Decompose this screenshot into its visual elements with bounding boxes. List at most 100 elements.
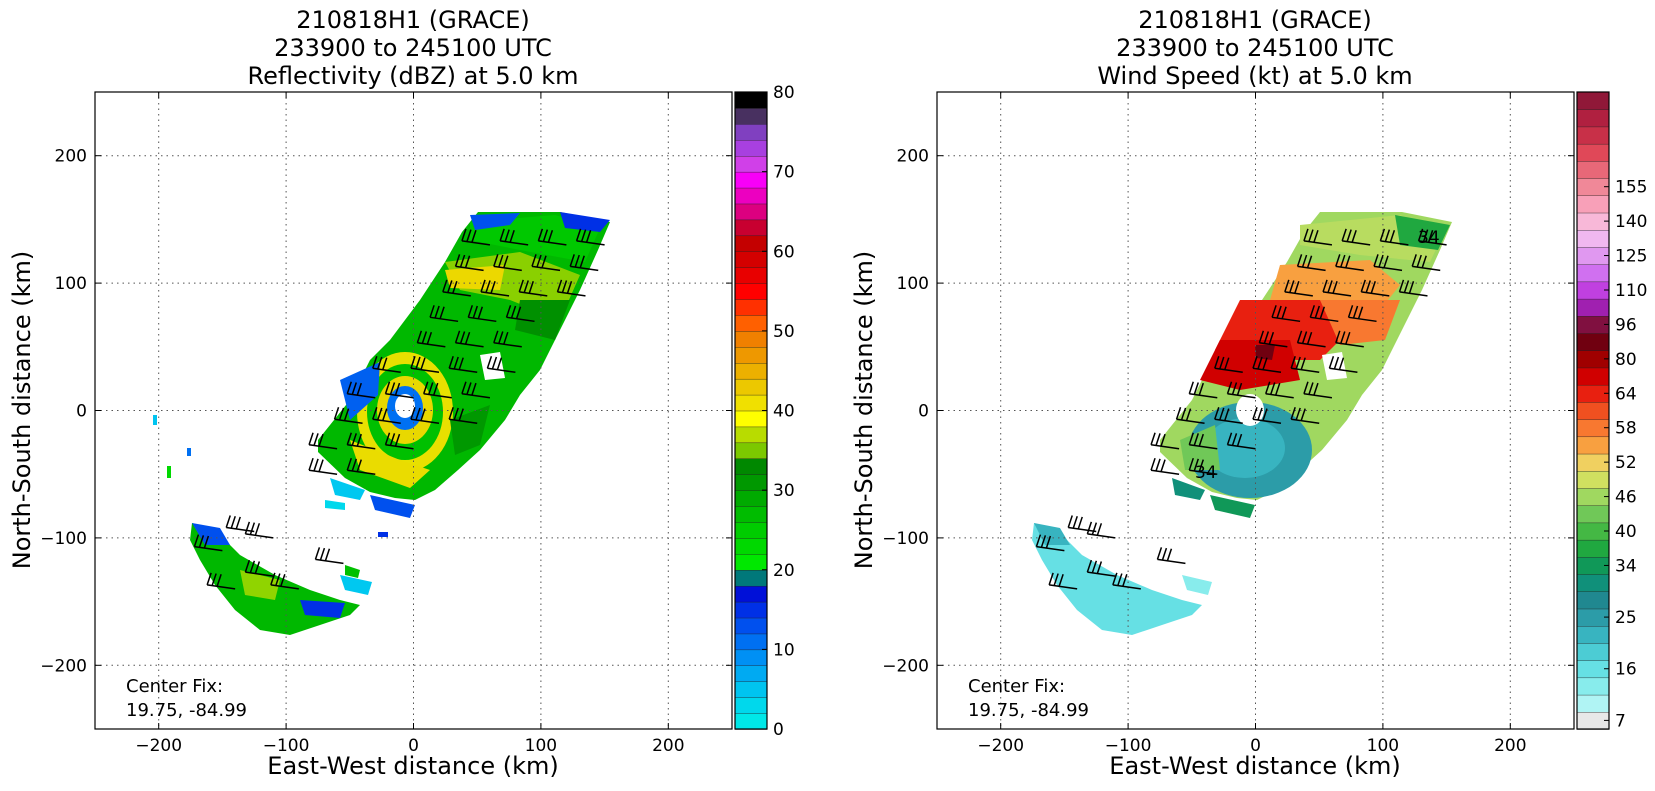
- wind-barb: [416, 330, 446, 348]
- wind-barb: [499, 228, 529, 246]
- wind-barb: [346, 432, 376, 450]
- right-title-line-1: 210818H1 (GRACE): [1138, 6, 1372, 34]
- wind-barb: [1214, 407, 1243, 424]
- wind-barbs: [1035, 228, 1447, 590]
- left-center-fix-label: Center Fix:: [126, 676, 223, 697]
- wind-barb: [569, 254, 599, 272]
- left-x-axis-label: East-West distance (km): [267, 752, 558, 780]
- left-colorbar-tick-label: 40: [773, 402, 795, 422]
- right-colorbar-bin: [1576, 436, 1610, 455]
- wind-barb: [193, 534, 223, 552]
- right-windspeed-field: [1032, 212, 1452, 635]
- wind-barb: [442, 279, 471, 297]
- right-contour-label-south: 34: [1195, 463, 1217, 483]
- left-colorbar-bin: [734, 251, 768, 268]
- right-colorbar-bin: [1576, 91, 1610, 110]
- wind-barb: [454, 254, 484, 272]
- right-colorbar-bin: [1576, 143, 1610, 162]
- left-y-tick-label: 200: [55, 147, 87, 167]
- right-colorbar-bin: [1576, 298, 1610, 317]
- left-colorbar-bin: [734, 601, 768, 619]
- right-colorbar-tick-label: 52: [1615, 453, 1637, 473]
- left-x-tick-label: 100: [525, 736, 557, 756]
- right-colorbar-bin: [1576, 229, 1610, 248]
- wind-barb: [1373, 254, 1403, 272]
- left-colorbar-bin: [734, 330, 768, 348]
- right-y-tick-label: 200: [897, 147, 929, 167]
- left-y-tick-label: −200: [40, 656, 87, 676]
- left-colorbar-bin: [734, 378, 768, 396]
- right-colorbar-frame: [1576, 91, 1610, 730]
- wind-barb: [1296, 254, 1326, 272]
- right-colorbar-bin: [1576, 263, 1610, 283]
- wind-barb: [493, 330, 522, 348]
- right-y-tick-label: 0: [918, 402, 929, 422]
- wind-barb: [1188, 457, 1218, 475]
- left-colorbar-bin: [734, 155, 768, 173]
- left-colorbar-bin: [734, 235, 768, 252]
- right-colorbar-tick-label: 58: [1615, 419, 1637, 439]
- left-colorbar-bin: [734, 282, 768, 300]
- left-title-line-3: Reflectivity (dBZ) at 5.0 km: [248, 62, 579, 90]
- left-colorbar-bin: [734, 362, 768, 380]
- left-colorbar-bin: [734, 569, 768, 587]
- left-colorbar-tick-label: 50: [773, 322, 795, 342]
- wind-barb: [346, 381, 376, 399]
- wind-barb: [423, 381, 452, 399]
- right-title-line-2: 233900 to 245100 UTC: [1116, 34, 1394, 62]
- right-colorbar-bin: [1576, 109, 1610, 128]
- right-colorbar: 7 16 25 34 40 46 52 58 64 80 96 110 125 140 155: [1576, 91, 1647, 731]
- wind-barb: [461, 228, 491, 246]
- left-colorbar-bin: [734, 521, 768, 539]
- left-y-tick-label: 0: [76, 402, 87, 422]
- left-colorbar-bin: [734, 298, 768, 316]
- wind-barb: [448, 356, 478, 374]
- wind-barb: [486, 356, 516, 374]
- right-center-fix-value: 19.75, -84.99: [968, 700, 1089, 721]
- wind-barb: [1258, 330, 1288, 348]
- left-x-tick-label: −100: [263, 736, 310, 756]
- right-x-tick-label: 0: [1250, 736, 1261, 756]
- left-colorbar-bin: [734, 187, 768, 205]
- right-colorbar-tick-label: 40: [1615, 522, 1637, 542]
- left-colorbar-bin: [734, 649, 768, 666]
- right-colorbar-bin: [1576, 677, 1610, 696]
- wind-barb: [308, 457, 338, 475]
- left-colorbar-tick-label: 30: [773, 481, 795, 501]
- left-colorbar-bin: [734, 219, 768, 237]
- left-colorbar-bin: [734, 123, 768, 141]
- right-colorbar-bin: [1576, 160, 1610, 179]
- left-y-axis-label: North-South distance (km): [8, 251, 36, 570]
- wind-barb: [1290, 407, 1320, 424]
- left-x-tick-label: 0: [408, 736, 419, 756]
- wind-barb: [410, 356, 440, 374]
- wind-barb: [1086, 521, 1116, 539]
- wind-barb: [1086, 559, 1116, 577]
- wind-barb: [1398, 279, 1428, 297]
- wind-barb: [480, 279, 510, 297]
- wind-barb: [1335, 254, 1364, 272]
- left-colorbar-bin: [734, 537, 768, 555]
- left-colorbar-bin: [734, 203, 768, 221]
- left-colorbar-bin: [734, 696, 768, 714]
- left-y-tick-label: 100: [55, 274, 87, 294]
- wind-barb: [505, 305, 535, 323]
- left-reflectivity-field: [153, 212, 610, 635]
- wind-barb: [1175, 407, 1205, 424]
- wind-barb: [1188, 432, 1218, 450]
- left-colorbar-bin: [734, 617, 768, 635]
- right-x-tick-label: −100: [1105, 736, 1152, 756]
- wind-barb: [1328, 356, 1358, 374]
- wind-barb: [1347, 305, 1377, 323]
- left-colorbar-bin: [734, 426, 768, 444]
- left-colorbar-bin: [734, 91, 768, 109]
- wind-barb: [1252, 407, 1282, 424]
- right-y-tick-label: −200: [882, 656, 929, 676]
- left-colorbar-bin: [734, 107, 768, 125]
- right-colorbar-bin: [1576, 367, 1610, 386]
- wind-barb: [556, 279, 586, 297]
- wind-barb: [1067, 515, 1097, 533]
- left-colorbar-bin: [734, 489, 768, 507]
- wind-barb: [531, 254, 561, 272]
